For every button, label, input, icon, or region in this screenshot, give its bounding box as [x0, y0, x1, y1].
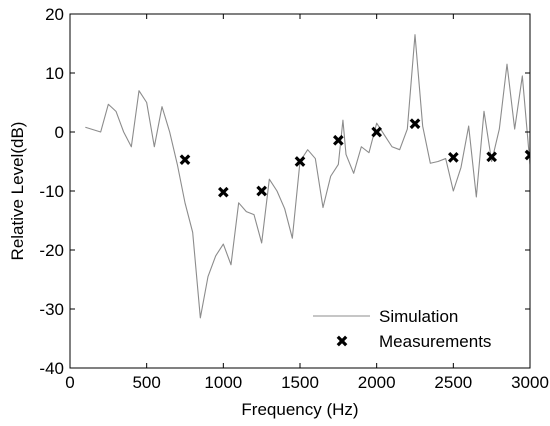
measurement-point	[524, 149, 530, 161]
measurement-point-stroke	[486, 151, 497, 163]
y-tick-label: -30	[39, 300, 64, 319]
legend: Simulation Measurements	[313, 307, 491, 351]
measurement-point-stroke	[409, 118, 421, 130]
y-tick-label: -40	[39, 359, 64, 378]
measurement-point	[486, 151, 497, 163]
measurement-point	[294, 156, 306, 167]
measurement-point-stroke	[256, 185, 267, 197]
legend-measurements-label: Measurements	[379, 332, 491, 351]
x-tick-label: 3000	[511, 373, 549, 392]
measurement-point-stroke	[294, 156, 306, 167]
measurement-point	[179, 154, 191, 166]
measurement-point-stroke	[371, 126, 382, 138]
x-tick-label: 1000	[204, 373, 242, 392]
y-tick-label: -10	[39, 182, 64, 201]
axes-box	[69, 13, 531, 369]
measurement-point	[409, 118, 421, 130]
measurement-point-stroke	[218, 186, 229, 198]
measurement-point	[371, 126, 382, 138]
x-tick-label: 2500	[434, 373, 472, 392]
measurement-point	[333, 134, 344, 146]
y-tick-label: 10	[45, 64, 64, 83]
x-axis-title: Frequency (Hz)	[241, 400, 358, 419]
ticks-layer: 0 500 1000 1500 2000 2500 3000 -40 -30 -20 -10 0 10 2…	[39, 5, 548, 392]
measurement-point-stroke	[448, 152, 459, 163]
measurement-point	[256, 185, 267, 197]
y-tick-label: 20	[45, 5, 64, 24]
x-tick-label: 0	[65, 373, 74, 392]
legend-simulation-label: Simulation	[379, 307, 458, 326]
series-layer	[85, 34, 530, 319]
legend-measurements-swatch	[336, 335, 348, 347]
measurement-point-stroke	[333, 134, 344, 146]
measurement-point-stroke	[179, 154, 191, 166]
x-tick-label: 500	[132, 373, 160, 392]
measurement-point-stroke	[524, 149, 530, 158]
series-simulation-line	[85, 34, 530, 319]
measurement-point	[218, 186, 229, 198]
x-tick-label: 2000	[358, 373, 396, 392]
y-axis-title: Relative Level(dB)	[8, 122, 27, 261]
measurement-point-stroke	[524, 152, 530, 161]
legend-measurements-marker-stroke	[336, 335, 348, 347]
plot-area	[70, 14, 530, 368]
y-tick-label: 0	[55, 123, 64, 142]
x-tick-label: 1500	[281, 373, 319, 392]
measurement-point	[448, 152, 459, 163]
axes-frame	[69, 13, 531, 369]
y-tick-label: -20	[39, 241, 64, 260]
